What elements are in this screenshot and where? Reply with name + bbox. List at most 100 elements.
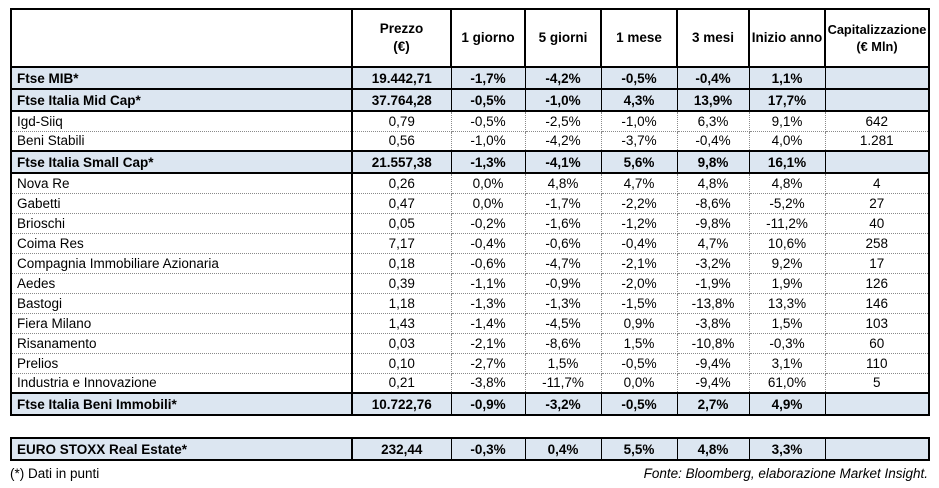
cell-prezzo: 232,44 bbox=[351, 437, 452, 461]
cell-5-giorni: -4,7% bbox=[524, 253, 602, 274]
cell-5-giorni: -4,5% bbox=[524, 313, 602, 334]
cell-capitalizzazione: 4 bbox=[824, 173, 930, 194]
cell-capitalizzazione: 258 bbox=[824, 233, 930, 254]
cell-1-giorno: -1,3% bbox=[450, 150, 526, 174]
table-row-brioschi: Brioschi 0,05 -0,2% -1,6% -1,2% -9,8% -11,2% 40 bbox=[11, 213, 930, 234]
cell-prezzo: 37.764,28 bbox=[351, 88, 452, 112]
cell-5-giorni: -1,3% bbox=[524, 293, 602, 314]
cell-prezzo: 0,18 bbox=[351, 253, 452, 274]
cell-prezzo: 21.557,38 bbox=[351, 150, 452, 174]
cell-1-mese: 4,3% bbox=[600, 88, 678, 112]
cell-1-mese: 0,9% bbox=[600, 313, 678, 334]
table-row-bastogi: Bastogi 1,18 -1,3% -1,3% -1,5% -13,8% 13,3% 146 bbox=[11, 293, 930, 314]
table-row-fiera-milano: Fiera Milano 1,43 -1,4% -4,5% 0,9% -3,8% 1,5% 1… bbox=[11, 313, 930, 334]
table-row-compagnia-immobiliare-azionaria: Compagnia Immobiliare Azionaria 0,18 -0,6%… bbox=[11, 253, 930, 274]
cell-5-giorni: -1,0% bbox=[524, 88, 602, 112]
cell-name: Aedes bbox=[11, 273, 353, 294]
cell-1-giorno: -1,7% bbox=[450, 66, 526, 90]
source-note: Fonte: Bloomberg, elaborazione Market In… bbox=[643, 466, 928, 481]
cell-prezzo: 10.722,76 bbox=[351, 392, 452, 416]
cell-name: Ftse Italia Small Cap* bbox=[11, 150, 353, 174]
cell-name: EURO STOXX Real Estate* bbox=[11, 437, 353, 461]
cell-prezzo: 0,47 bbox=[351, 193, 452, 214]
cell-1-mese: 4,7% bbox=[600, 173, 678, 194]
cell-1-mese: 5,6% bbox=[600, 150, 678, 174]
table-row-ftse-italia-small-cap: Ftse Italia Small Cap* 21.557,38 -1,3% -4,1… bbox=[11, 150, 930, 174]
cell-inizio-anno: 13,3% bbox=[748, 293, 826, 314]
cell-capitalizzazione: 110 bbox=[824, 353, 930, 374]
cell-name: Fiera Milano bbox=[11, 313, 353, 334]
cell-name: Gabetti bbox=[11, 193, 353, 214]
cell-inizio-anno: -5,2% bbox=[748, 193, 826, 214]
cell-inizio-anno: 4,0% bbox=[748, 131, 826, 152]
cell-prezzo: 7,17 bbox=[351, 233, 452, 254]
cell-prezzo: 19.442,71 bbox=[351, 66, 452, 90]
cell-1-giorno: 0,0% bbox=[450, 193, 526, 214]
cell-name: Compagnia Immobiliare Azionaria bbox=[11, 253, 353, 274]
cell-5-giorni: -8,6% bbox=[524, 333, 602, 354]
cell-3-mesi: 4,7% bbox=[676, 233, 750, 254]
table-row-beni-stabili: Beni Stabili 0,56 -1,0% -4,2% -3,7% -0,4% 4,0%… bbox=[11, 131, 930, 152]
cell-inizio-anno: 1,5% bbox=[748, 313, 826, 334]
cell-inizio-anno: 4,8% bbox=[748, 173, 826, 194]
cell-3-mesi: -0,4% bbox=[676, 66, 750, 90]
column-header-3-mesi: 3 mesi bbox=[676, 8, 750, 68]
cell-name: Bastogi bbox=[11, 293, 353, 314]
cell-5-giorni: -0,6% bbox=[524, 233, 602, 254]
cell-5-giorni: 1,5% bbox=[524, 353, 602, 374]
cell-5-giorni: -2,5% bbox=[524, 111, 602, 132]
cell-prezzo: 0,03 bbox=[351, 333, 452, 354]
cell-3-mesi: -8,6% bbox=[676, 193, 750, 214]
column-header-1-giorno: 1 giorno bbox=[450, 8, 526, 68]
table-row-ftse-mib: Ftse MIB* 19.442,71 -1,7% -4,2% -0,5% -0,4% 1,… bbox=[11, 66, 930, 90]
cell-1-giorno: -2,1% bbox=[450, 333, 526, 354]
cell-capitalizzazione: 17 bbox=[824, 253, 930, 274]
cell-inizio-anno: 10,6% bbox=[748, 233, 826, 254]
euro-stoxx-table: EURO STOXX Real Estate* 232,44 -0,3% 0,4% 5,… bbox=[10, 437, 930, 461]
column-header-capitalizzazione: Capitalizzazione (€ Mln) bbox=[824, 8, 930, 68]
cell-inizio-anno: -11,2% bbox=[748, 213, 826, 234]
cell-prezzo: 0,26 bbox=[351, 173, 452, 194]
cell-3-mesi: 13,9% bbox=[676, 88, 750, 112]
table-row-industria-e-innovazione: Industria e Innovazione 0,21 -3,8% -11,7% 0,… bbox=[11, 373, 930, 394]
cell-capitalizzazione bbox=[824, 88, 930, 112]
cell-5-giorni: -4,2% bbox=[524, 66, 602, 90]
cell-prezzo: 0,56 bbox=[351, 131, 452, 152]
table-row-ftse-italia-beni-immobili: Ftse Italia Beni Immobili* 10.722,76 -0,9%… bbox=[11, 392, 930, 416]
cell-inizio-anno: 17,7% bbox=[748, 88, 826, 112]
cell-capitalizzazione: 642 bbox=[824, 111, 930, 132]
cell-inizio-anno: 1,1% bbox=[748, 66, 826, 90]
cell-inizio-anno: 3,1% bbox=[748, 353, 826, 374]
cell-1-mese: -0,4% bbox=[600, 233, 678, 254]
performance-table: Prezzo (€) 1 giorno 5 giorni 1 mese 3 mesi In… bbox=[10, 8, 930, 416]
cell-1-mese: -1,0% bbox=[600, 111, 678, 132]
cell-name: Ftse Italia Beni Immobili* bbox=[11, 392, 353, 416]
cell-prezzo: 0,21 bbox=[351, 373, 452, 394]
cell-inizio-anno: 16,1% bbox=[748, 150, 826, 174]
cell-1-mese: -2,0% bbox=[600, 273, 678, 294]
cell-1-giorno: -3,8% bbox=[450, 373, 526, 394]
cell-1-mese: -0,5% bbox=[600, 66, 678, 90]
cell-5-giorni: -4,2% bbox=[524, 131, 602, 152]
cell-1-giorno: -0,3% bbox=[450, 437, 526, 461]
cell-capitalizzazione: 146 bbox=[824, 293, 930, 314]
cell-1-mese: -3,7% bbox=[600, 131, 678, 152]
cell-1-mese: -2,2% bbox=[600, 193, 678, 214]
cell-3-mesi: -3,8% bbox=[676, 313, 750, 334]
cell-prezzo: 0,39 bbox=[351, 273, 452, 294]
cell-1-giorno: -0,5% bbox=[450, 111, 526, 132]
cell-5-giorni: -4,1% bbox=[524, 150, 602, 174]
cell-1-giorno: -0,4% bbox=[450, 233, 526, 254]
cell-inizio-anno: 1,9% bbox=[748, 273, 826, 294]
cell-prezzo: 0,79 bbox=[351, 111, 452, 132]
cell-1-mese: -1,5% bbox=[600, 293, 678, 314]
cell-3-mesi: 6,3% bbox=[676, 111, 750, 132]
table-row-aedes: Aedes 0,39 -1,1% -0,9% -2,0% -1,9% 1,9% 126 bbox=[11, 273, 930, 294]
cell-1-giorno: -0,2% bbox=[450, 213, 526, 234]
cell-name: Risanamento bbox=[11, 333, 353, 354]
cell-1-mese: -2,1% bbox=[600, 253, 678, 274]
table-header: Prezzo (€) 1 giorno 5 giorni 1 mese 3 mesi In… bbox=[10, 8, 930, 68]
cell-inizio-anno: -0,3% bbox=[748, 333, 826, 354]
cell-3-mesi: -9,4% bbox=[676, 353, 750, 374]
cell-5-giorni: -1,6% bbox=[524, 213, 602, 234]
